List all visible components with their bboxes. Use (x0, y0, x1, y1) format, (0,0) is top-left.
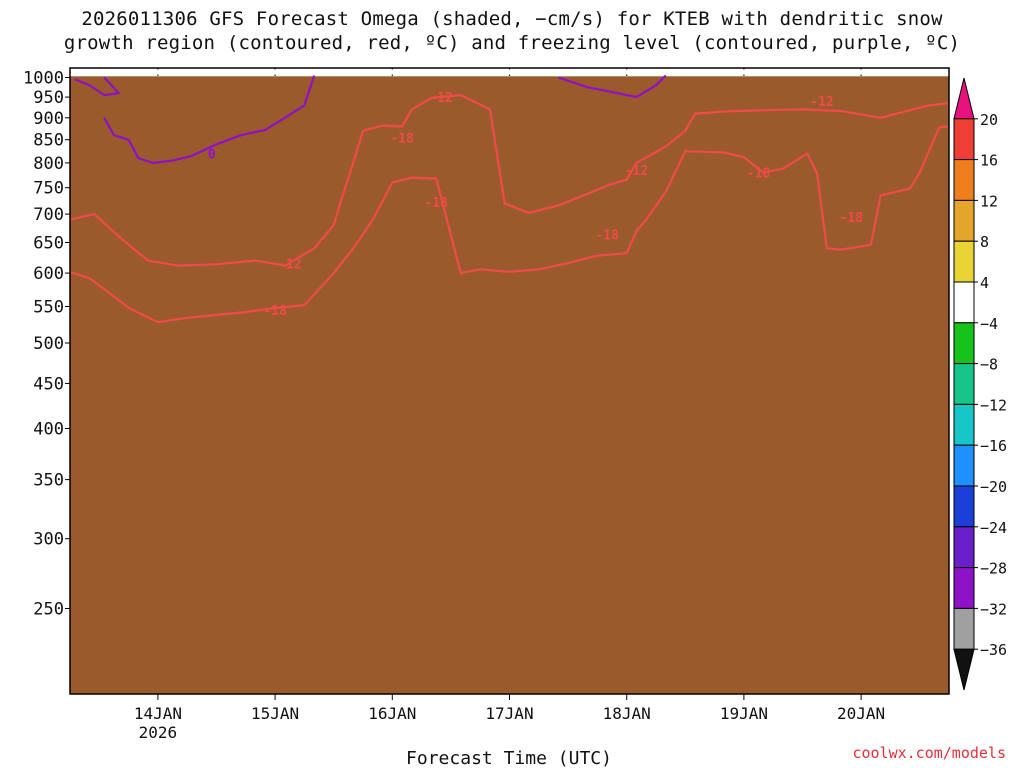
colorbar-swatch-10 (953, 485, 975, 528)
colorbar-label-0: 20 (980, 111, 998, 129)
colorbar-label-6: −8 (980, 356, 998, 374)
colorbar-swatch-12 (953, 567, 975, 609)
contour-label--12-3: -12 (810, 95, 833, 110)
ground-fill (70, 76, 949, 695)
colorbar-swatch-bottom (953, 648, 975, 691)
colorbar-swatch-13 (953, 607, 975, 650)
colorbar-label-10: −24 (980, 519, 1007, 537)
contour-0-points2 (103, 75, 316, 164)
contour-label--18-0: -18 (263, 304, 287, 319)
contour-label--12-0: -12 (278, 258, 301, 273)
colorbar-swatch-9 (953, 444, 975, 487)
y-tick-label-1000: 1000 (23, 69, 64, 89)
x-tick-sublabel-14JAN: 2026 (139, 723, 178, 742)
colorbar-swatch-11 (953, 526, 975, 569)
contour-label--18-3: -18 (840, 211, 864, 226)
colorbar-label-3: 8 (980, 233, 989, 251)
colorbar-label-2: 12 (980, 192, 998, 210)
y-tick-label-250: 250 (33, 600, 64, 620)
x-tick-label-19JAN: 19JAN (720, 704, 768, 723)
x-tick-label-15JAN: 15JAN (251, 704, 299, 723)
credit-link[interactable]: coolwx.com/models (852, 744, 1006, 762)
y-tick-label-850: 850 (33, 131, 64, 151)
y-tick-label-950: 950 (33, 88, 64, 108)
contour-layer (70, 74, 949, 324)
x-tick-label-14JAN: 14JAN (134, 704, 182, 723)
contour-label--12-1: -12 (429, 91, 452, 106)
contour-label--18-1: -18 (595, 228, 619, 243)
x-tick-label-20JAN: 20JAN (837, 704, 885, 723)
x-tick-label-16JAN: 16JAN (368, 704, 416, 723)
contour-label--12-2: -12 (625, 164, 648, 179)
chart-title-line-2: growth region (contoured, red, ºC) and f… (63, 32, 961, 54)
colorbar-label-9: −20 (980, 478, 1007, 496)
contour-label-layer: -18 -18 -18 -18 -18 -18 -12 -12 -12 -12 0 (208, 91, 864, 319)
colorbar-swatch-7 (953, 363, 975, 405)
colorbar-swatch-4 (953, 240, 975, 283)
contour--18-points (70, 125, 949, 324)
colorbar: 20 16 12 8 4 −4 −8 −12 −16 −20 −24 −28 −32 −36 (953, 77, 1007, 691)
colorbar-swatch-6 (953, 322, 975, 365)
x-axis-label: Forecast Time (UTC) (406, 748, 612, 768)
y-tick-label-750: 750 (33, 179, 64, 199)
y-tick-label-800: 800 (33, 154, 64, 174)
contour-label-0-0: 0 (208, 147, 216, 162)
y-tick-label-650: 650 (33, 234, 64, 254)
ground-surface-layer (70, 76, 949, 695)
contour-0-points3 (557, 74, 667, 99)
y-tick-label-550: 550 (33, 298, 64, 318)
y-tick-label-300: 300 (33, 530, 64, 550)
contour-label--18-5: -18 (390, 131, 414, 146)
colorbar-label-7: −12 (980, 396, 1007, 414)
y-tick-label-900: 900 (33, 109, 64, 129)
x-tick-label-17JAN: 17JAN (485, 704, 533, 723)
colorbar-label-12: −32 (980, 600, 1007, 618)
y-tick-label-400: 400 (33, 420, 64, 440)
colorbar-swatch-1 (953, 118, 975, 161)
colorbar-label-1: 16 (980, 152, 998, 170)
y-tick-label-600: 600 (33, 264, 64, 284)
chart-title-line-1: 2026011306 GFS Forecast Omega (shaded, −… (81, 8, 943, 30)
x-tick-label-18JAN: 18JAN (603, 704, 651, 723)
colorbar-swatch-top (953, 77, 975, 120)
contour-label--18-2: -18 (747, 167, 771, 182)
colorbar-swatch-3 (953, 199, 975, 242)
colorbar-label-5: −4 (980, 315, 998, 333)
pressure-axis: 2503003504004505005506006507007508008509… (23, 69, 70, 620)
contour--12-points (70, 94, 949, 267)
colorbar-swatch-5 (953, 281, 975, 324)
contour-label--18-4: -18 (425, 196, 449, 211)
y-tick-label-450: 450 (33, 374, 64, 394)
colorbar-label-4: 4 (980, 274, 989, 292)
y-tick-label-500: 500 (33, 334, 64, 354)
y-tick-label-700: 700 (33, 205, 64, 225)
colorbar-label-8: −16 (980, 437, 1007, 455)
colorbar-swatch-2 (953, 159, 975, 201)
y-tick-label-350: 350 (33, 471, 64, 491)
colorbar-label-13: −36 (980, 641, 1007, 659)
colorbar-swatch-8 (953, 403, 975, 446)
colorbar-label-11: −28 (980, 560, 1007, 578)
contour-0-points (74, 76, 120, 97)
